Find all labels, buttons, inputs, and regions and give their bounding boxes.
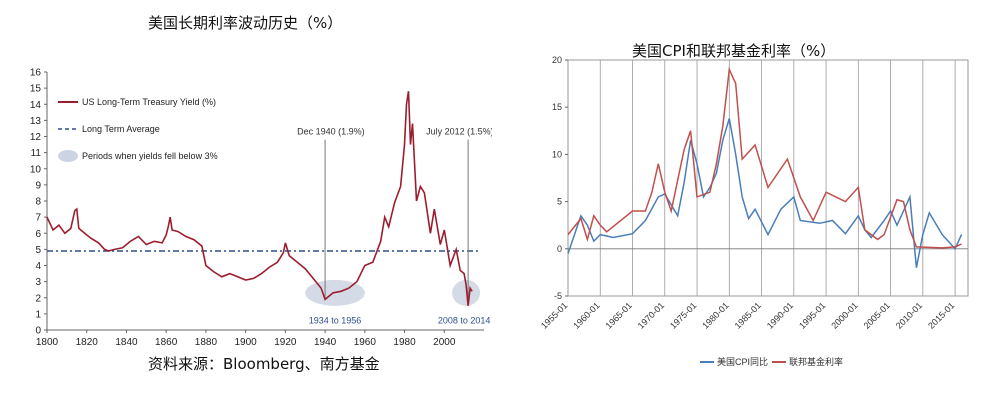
x-tick-label: 1965-01 <box>604 300 634 330</box>
x-tick-label: 1970-01 <box>636 300 666 330</box>
y-tick-label: 1 <box>35 309 41 320</box>
x-tick-label: 2000 <box>433 337 456 348</box>
x-tick-label: 1800 <box>36 337 59 348</box>
x-tick-label: 1920 <box>274 337 297 348</box>
x-tick-label: 1940 <box>314 337 337 348</box>
y-tick-label: 0 <box>35 326 41 337</box>
legend-fed-label: 联邦基金利率 <box>789 356 843 367</box>
y-tick-label: 15 <box>30 84 42 95</box>
x-tick-label: 1880 <box>195 337 218 348</box>
y-tick-label: 0 <box>557 244 562 254</box>
y-tick-label: 5 <box>557 197 562 207</box>
cpi-fed-funds-chart: 1955-01 1960-01 1965-01 1970-01 1975-01 1980-… <box>539 55 969 367</box>
x-tick-label: 1985-01 <box>733 300 763 330</box>
treasury-yield-line <box>46 91 473 306</box>
legend-period-label: Periods when yields fell below 3% <box>82 151 218 161</box>
x-tick-label: 1990-01 <box>765 300 795 330</box>
y-tick-label: 16 <box>30 68 42 79</box>
y-tick-label: 15 <box>552 102 562 112</box>
x-tick-label: 1980 <box>393 337 416 348</box>
annotation-1934-1956: 1934 to 1956 <box>309 316 362 326</box>
y-tick-label: -5 <box>554 291 562 301</box>
x-tick-label: 2000-01 <box>829 300 859 330</box>
x-tick-label: 1820 <box>76 337 99 348</box>
y-tick-label: 12 <box>30 132 42 143</box>
legend-average-label: Long Term Average <box>82 124 160 134</box>
y-tick-label: 9 <box>35 180 41 191</box>
x-tick-label: 1860 <box>155 337 178 348</box>
annotation-2008-2014: 2008 to 2014 <box>438 316 491 326</box>
x-tick-label: 1995-01 <box>797 300 827 330</box>
annotation-dec-1940: Dec 1940 (1.9%) <box>297 127 365 137</box>
y-tick-label: 10 <box>30 164 42 175</box>
y-tick-label: 3 <box>35 277 41 288</box>
x-tick-label: 1975-01 <box>668 300 698 330</box>
plot-area-frame <box>567 59 969 297</box>
y-tick-label: 11 <box>31 148 42 159</box>
x-tick-label: 2005-01 <box>862 300 892 330</box>
y-tick-label: 7 <box>35 213 41 224</box>
right-chart-title: 美国CPI和联邦基金利率（%） <box>632 42 836 60</box>
legend-cpi-label: 美国CPI同比 <box>717 356 768 367</box>
x-tick-label: 2015-01 <box>926 300 956 330</box>
annotation-july-2012: July 2012 (1.5%) <box>426 127 492 137</box>
x-tick-label: 1980-01 <box>700 300 730 330</box>
y-tick-label: 6 <box>35 229 41 240</box>
y-tick-label: 8 <box>35 197 41 208</box>
x-tick-label: 1960 <box>354 337 377 348</box>
legend-period-swatch <box>58 150 78 162</box>
cpi-line <box>567 118 963 268</box>
y-tick-label: 14 <box>30 100 42 111</box>
y-tick-label: 5 <box>35 245 41 256</box>
x-tick-label: 1960-01 <box>571 300 601 330</box>
x-tick-label: 1840 <box>115 337 138 348</box>
y-tick-label: 2 <box>35 293 41 304</box>
x-tick-label: 1955-01 <box>539 300 569 330</box>
source-note: 资料来源：Bloomberg、南方基金 <box>148 355 380 373</box>
legend-yield-label: US Long-Term Treasury Yield (%) <box>82 97 216 107</box>
fed-funds-line <box>567 66 962 249</box>
y-tick-label: 20 <box>552 55 562 65</box>
left-chart-title: 美国长期利率波动历史（%） <box>148 14 343 32</box>
x-tick-label: 2010-01 <box>894 300 924 330</box>
y-tick-label: 10 <box>552 149 562 159</box>
y-tick-label: 4 <box>35 261 41 272</box>
y-tick-label: 13 <box>30 116 42 127</box>
x-tick-label: 1900 <box>235 337 258 348</box>
